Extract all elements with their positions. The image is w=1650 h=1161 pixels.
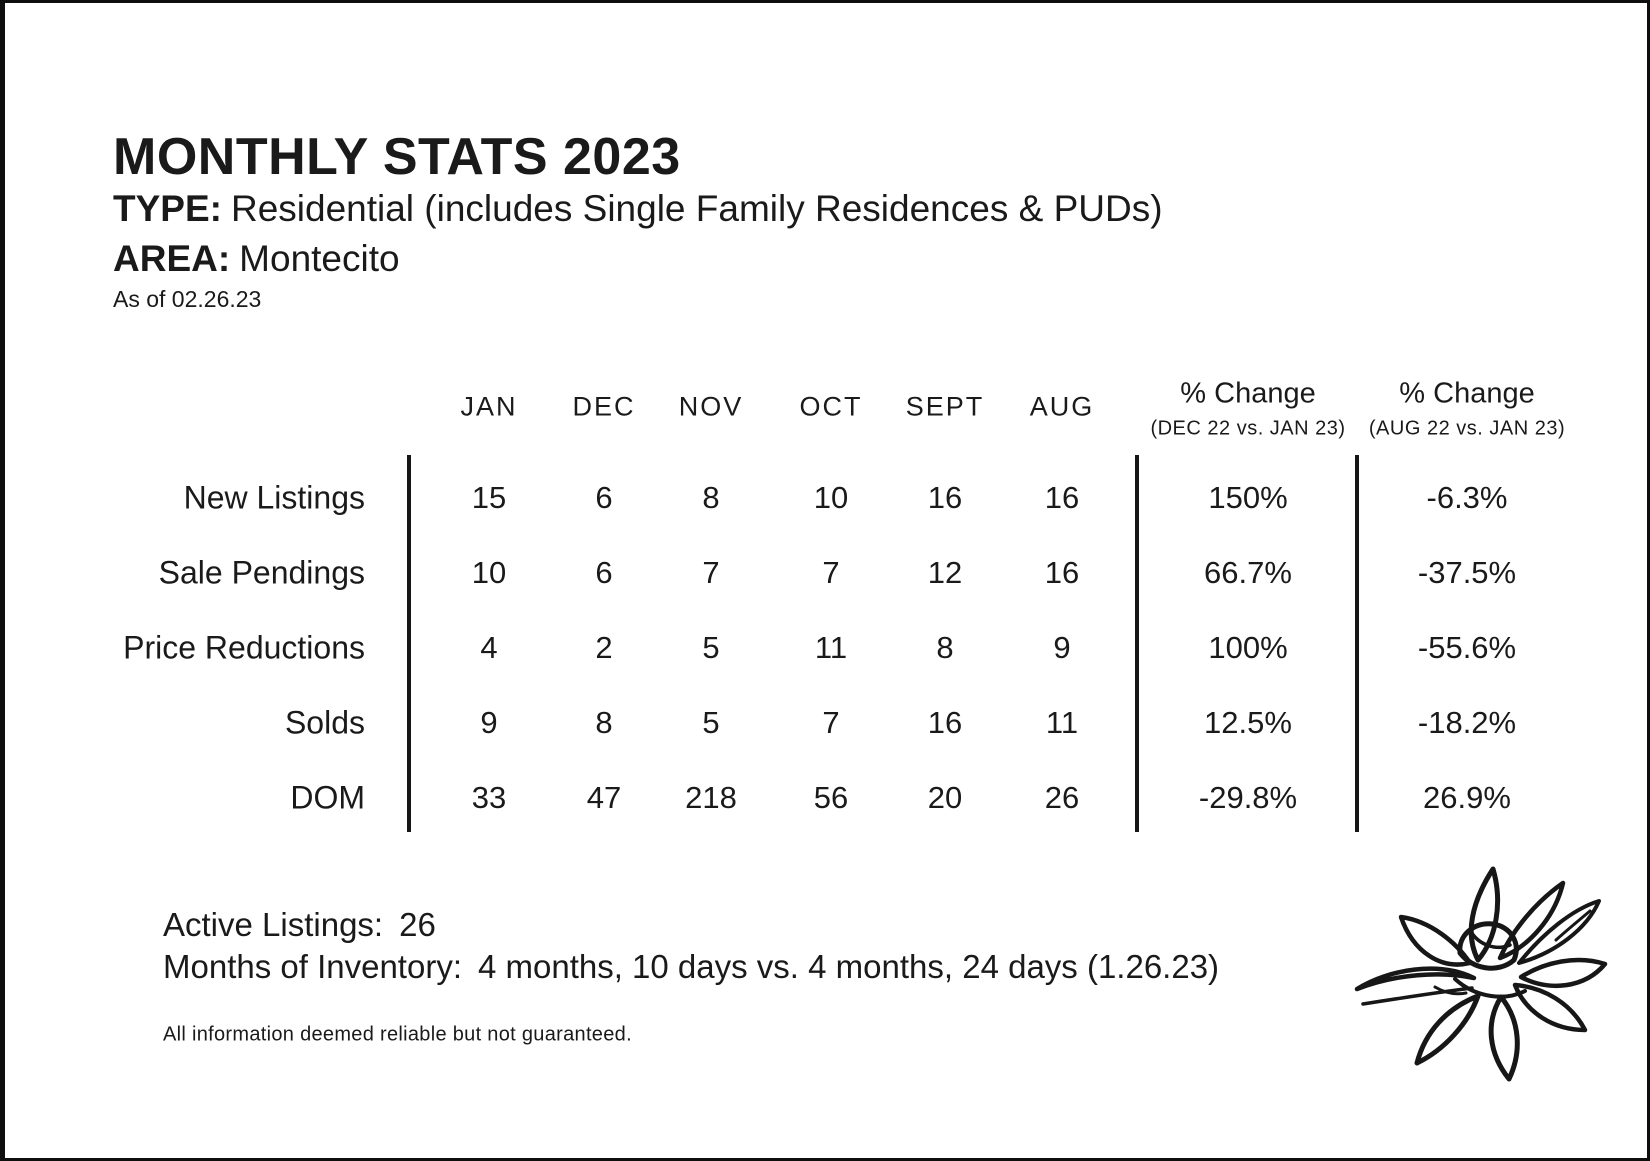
- month-value-cell: 2: [595, 630, 613, 665]
- month-column-header: SEPT: [905, 391, 985, 422]
- month-value-cell: 15: [471, 480, 507, 515]
- month-value-cell: 8: [936, 630, 954, 665]
- month-value-cell: 47: [586, 780, 622, 815]
- type-line: TYPE: Residential (includes Single Family…: [113, 188, 1163, 230]
- pct-change-cell: -6.3%: [1426, 480, 1508, 515]
- page-title: MONTHLY STATS 2023: [113, 128, 681, 186]
- area-value: Montecito: [239, 238, 400, 279]
- month-value-cell: 7: [702, 555, 720, 590]
- month-value-cell: 7: [822, 555, 840, 590]
- pct-change-header: % Change: [1180, 377, 1316, 410]
- inventory-label: Months of Inventory:: [163, 948, 462, 985]
- month-value-cell: 8: [595, 705, 613, 740]
- pct-change-cell: 26.9%: [1423, 780, 1511, 815]
- row-label: New Listings: [183, 479, 365, 516]
- area-label: AREA:: [113, 238, 231, 279]
- month-value-cell: 10: [471, 555, 507, 590]
- month-value-cell: 16: [927, 480, 963, 515]
- row-label: Solds: [284, 704, 365, 741]
- row-label: Sale Pendings: [158, 554, 365, 591]
- magnolia-flower-icon: [1354, 866, 1608, 1082]
- month-column-header: DEC: [572, 391, 636, 422]
- month-value-cell: 11: [814, 630, 848, 665]
- month-value-cell: 5: [702, 630, 720, 665]
- month-value-cell: 5: [702, 705, 720, 740]
- pct-change-cell: -18.2%: [1417, 705, 1517, 740]
- active-listings-line: Active Listings: 26: [163, 906, 436, 944]
- table-divider-line: [1355, 455, 1359, 832]
- row-label: Price Reductions: [123, 629, 365, 666]
- month-value-cell: 20: [927, 780, 963, 815]
- month-column-header: AUG: [1029, 391, 1095, 422]
- pct-change-subheader: (DEC 22 vs. JAN 23): [1150, 417, 1346, 440]
- pct-change-header: % Change: [1399, 377, 1535, 410]
- month-value-cell: 6: [595, 480, 613, 515]
- month-value-cell: 12: [927, 555, 963, 590]
- month-value-cell: 16: [927, 705, 963, 740]
- month-value-cell: 7: [822, 705, 840, 740]
- row-label: DOM: [290, 779, 365, 816]
- table-divider-line: [1135, 455, 1139, 832]
- pct-change-cell: 12.5%: [1204, 705, 1292, 740]
- month-value-cell: 11: [1045, 705, 1079, 740]
- month-value-cell: 6: [595, 555, 613, 590]
- pct-change-cell: -29.8%: [1198, 780, 1298, 815]
- active-listings-value: 26: [399, 906, 436, 943]
- month-column-header: NOV: [678, 391, 744, 422]
- area-line: AREA: Montecito: [113, 238, 400, 280]
- table-divider-line: [407, 455, 411, 832]
- pct-change-subheader: (AUG 22 vs. JAN 23): [1368, 417, 1566, 440]
- disclaimer-text: All information deemed reliable but not …: [163, 1023, 632, 1046]
- active-listings-label: Active Listings:: [163, 906, 384, 943]
- month-value-cell: 33: [471, 780, 507, 815]
- as-of-date: As of 02.26.23: [113, 286, 262, 312]
- month-value-cell: 218: [685, 780, 737, 815]
- month-value-cell: 8: [702, 480, 720, 515]
- month-column-header: OCT: [799, 391, 863, 422]
- pct-change-cell: -37.5%: [1417, 555, 1517, 590]
- month-column-header: JAN: [460, 391, 518, 422]
- type-label: TYPE:: [113, 188, 222, 229]
- pct-change-cell: -55.6%: [1417, 630, 1517, 665]
- pct-change-cell: 150%: [1208, 480, 1288, 515]
- month-value-cell: 9: [480, 705, 498, 740]
- month-value-cell: 56: [813, 780, 849, 815]
- pct-change-cell: 100%: [1208, 630, 1288, 665]
- month-value-cell: 9: [1053, 630, 1071, 665]
- inventory-value: 4 months, 10 days vs. 4 months, 24 days …: [477, 948, 1220, 985]
- month-value-cell: 26: [1044, 780, 1080, 815]
- month-value-cell: 16: [1044, 480, 1080, 515]
- month-value-cell: 10: [813, 480, 849, 515]
- month-value-cell: 4: [480, 630, 498, 665]
- inventory-line: Months of Inventory: 4 months, 10 days vs…: [163, 948, 1219, 986]
- month-value-cell: 16: [1044, 555, 1080, 590]
- type-value: Residential (includes Single Family Resi…: [230, 188, 1163, 229]
- pct-change-cell: 66.7%: [1204, 555, 1292, 590]
